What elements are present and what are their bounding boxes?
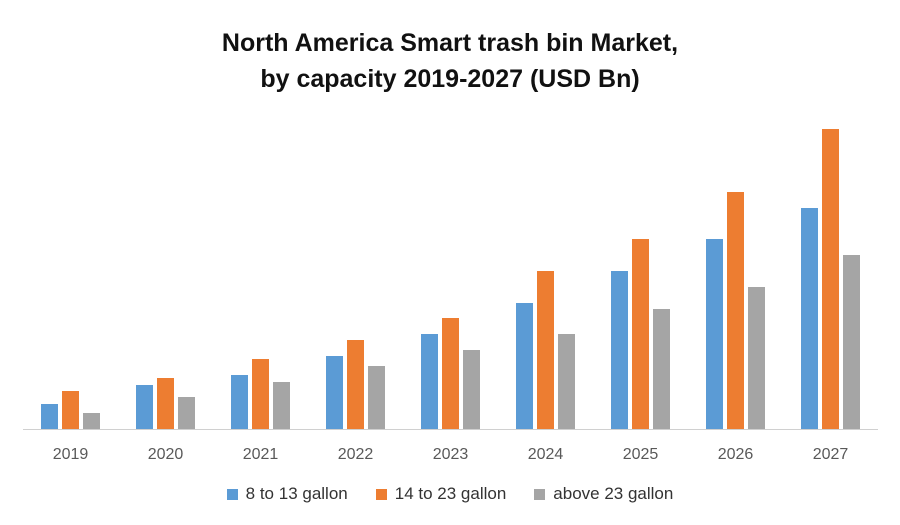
x-tick-label: 2025 xyxy=(623,446,659,463)
bar-2021-series-1 xyxy=(231,375,248,429)
chart-legend: 8 to 13 gallon 14 to 23 gallon above 23 ga… xyxy=(0,484,900,504)
bar-2022-series-3 xyxy=(368,366,385,429)
legend-swatch xyxy=(534,488,546,500)
legend-swatch xyxy=(375,488,387,500)
bar-2024-series-3 xyxy=(558,334,575,429)
x-tick-label: 2027 xyxy=(813,446,849,463)
x-tick-label: 2023 xyxy=(433,446,469,463)
x-tick-label: 2020 xyxy=(148,446,184,463)
chart-title-line-2: by capacity 2019-2027 (USD Bn) xyxy=(260,65,640,93)
bar-2025-series-1 xyxy=(611,271,628,429)
chart-title-line-1: North America Smart trash bin Market, xyxy=(221,29,679,57)
bar-2021-series-3 xyxy=(273,382,290,429)
bar-2026-series-3 xyxy=(748,287,765,429)
x-tick-label: 2022 xyxy=(338,446,374,463)
bar-2026-series-2 xyxy=(727,192,744,429)
bar-2026-series-1 xyxy=(706,239,723,429)
bar-2025-series-3 xyxy=(653,309,670,429)
bar-2019-series-3 xyxy=(83,413,100,429)
legend-item: above 23 gallon xyxy=(534,484,673,504)
x-tick-label: 2019 xyxy=(53,446,89,463)
legend-label: above 23 gallon xyxy=(553,484,674,503)
bar-2020-series-2 xyxy=(157,378,174,429)
bar-2022-series-2 xyxy=(347,340,364,429)
legend-label: 14 to 23 gallon xyxy=(394,484,507,503)
bar-2022-series-1 xyxy=(326,356,343,429)
bar-2023-series-3 xyxy=(463,350,480,429)
bar-2023-series-2 xyxy=(442,318,459,429)
x-tick-label: 2026 xyxy=(718,446,754,463)
legend-label: 8 to 13 gallon xyxy=(245,484,348,503)
bar-2027-series-1 xyxy=(801,208,818,429)
bar-2023-series-1 xyxy=(421,334,438,429)
x-tick-label: 2021 xyxy=(243,446,279,463)
bar-2024-series-1 xyxy=(516,303,533,429)
legend-item: 8 to 13 gallon xyxy=(226,484,348,504)
bar-2027-series-3 xyxy=(843,255,860,429)
bar-2019-series-1 xyxy=(41,404,58,429)
x-tick-label: 2024 xyxy=(528,446,564,463)
legend-item: 14 to 23 gallon xyxy=(375,484,507,504)
bar-2021-series-2 xyxy=(252,359,269,429)
bar-2025-series-2 xyxy=(632,239,649,429)
legend-swatch xyxy=(226,488,238,500)
bar-2024-series-2 xyxy=(537,271,554,429)
bar-2020-series-3 xyxy=(178,397,195,429)
bar-2020-series-1 xyxy=(136,385,153,429)
bar-2019-series-2 xyxy=(62,391,79,429)
chart-title: North America Smart trash bin Market, by… xyxy=(0,25,900,97)
bar-2027-series-2 xyxy=(822,129,839,429)
